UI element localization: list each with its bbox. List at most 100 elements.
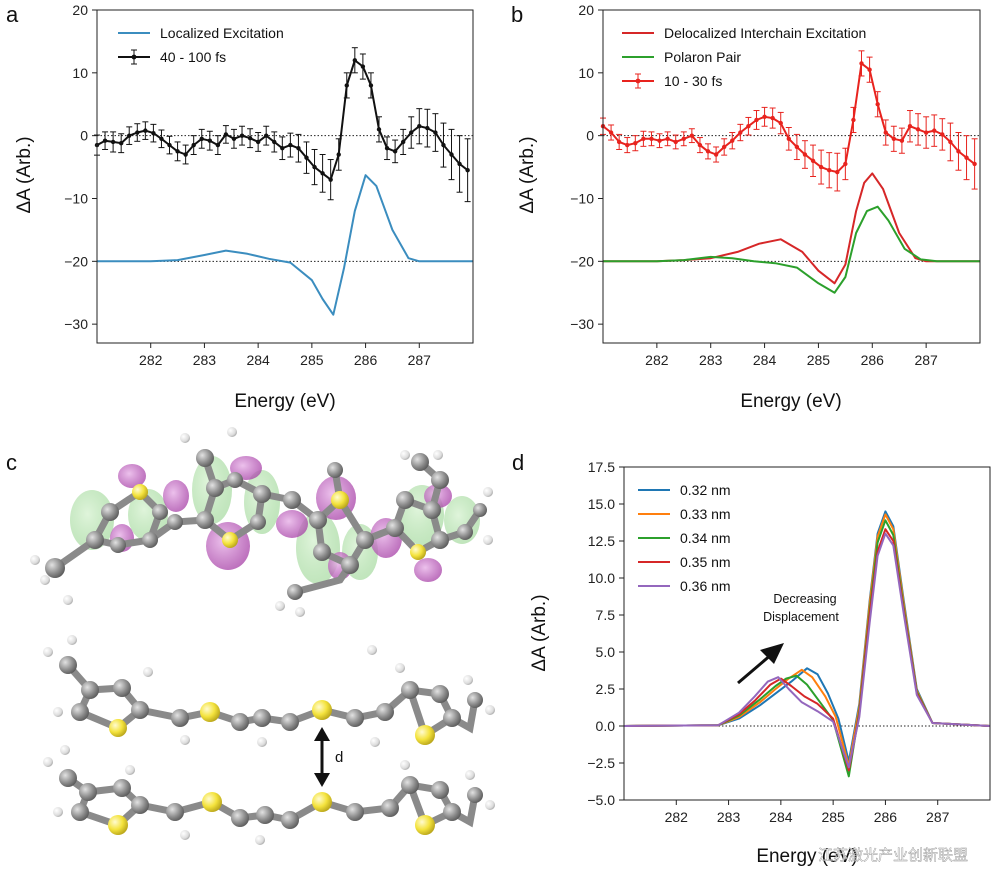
legend-marker — [635, 78, 641, 84]
sulfur-atom — [109, 719, 127, 737]
legend-label-polaron: Polaron Pair — [664, 49, 741, 65]
top-molecule-atoms — [30, 427, 493, 617]
y-tick-label: 10.0 — [588, 570, 615, 586]
data-point — [859, 61, 864, 66]
carbon-atom — [253, 485, 271, 503]
x-tick-label: 286 — [354, 352, 378, 368]
displacement-annotation: Decreasing Displacement — [737, 592, 839, 685]
chart-b-reference-lines — [603, 135, 980, 262]
data-point — [409, 130, 414, 135]
carbon-atom — [411, 453, 429, 471]
carbon-atom — [467, 692, 483, 708]
data-point — [417, 124, 422, 129]
data-point — [665, 136, 670, 142]
chart-d-ylabel: ΔA (Arb.) — [529, 594, 550, 671]
data-point — [368, 83, 374, 88]
data-point — [778, 120, 783, 126]
x-tick-label: 284 — [769, 809, 793, 825]
x-tick-label: 285 — [300, 352, 324, 368]
data-point — [641, 136, 646, 142]
data-point — [616, 139, 622, 145]
data-point — [376, 127, 382, 132]
carbon-atom — [101, 503, 119, 521]
data-point — [746, 124, 751, 129]
hydrogen-atom — [463, 675, 473, 685]
panel-label-a: a — [6, 2, 19, 27]
carbon-atom — [81, 681, 99, 699]
hydrogen-atom — [395, 663, 405, 673]
x-tick-label: 285 — [807, 352, 831, 368]
panel-label-c: c — [6, 450, 17, 475]
y-tick-label: 0.0 — [596, 718, 616, 734]
chart-b: 282 283 284 285 286 287 −30 −20 −10 0 10 20 Energy … — [517, 2, 981, 412]
sulfur-atom — [222, 532, 238, 548]
molecule-orbital-illustration — [30, 427, 493, 617]
legend-label-delocalized: Delocalized Interchain Excitation — [664, 25, 866, 41]
data-point — [923, 130, 929, 135]
carbon-atom — [443, 709, 461, 727]
data-point — [441, 142, 446, 148]
data-point — [127, 133, 132, 138]
hydrogen-atom — [63, 595, 73, 605]
carbon-atom — [327, 462, 343, 478]
data-point — [392, 149, 398, 154]
hydrogen-atom — [180, 830, 190, 840]
carbon-atom — [131, 701, 149, 719]
y-tick-label: 7.5 — [596, 607, 616, 623]
hydrogen-atom — [30, 555, 40, 565]
carbon-atom — [443, 803, 461, 821]
carbon-atom — [227, 472, 243, 488]
data-point — [449, 152, 454, 157]
carbon-atom — [196, 449, 214, 467]
sulfur-atom — [108, 815, 128, 835]
data-point — [956, 149, 961, 154]
carbon-atom — [45, 558, 65, 578]
hydrogen-atom — [227, 427, 237, 437]
watermark: 江苏激光产业创新联盟 — [818, 847, 968, 864]
series-line — [623, 513, 991, 767]
hydrogen-atom — [257, 737, 267, 747]
carbon-atom — [152, 504, 168, 520]
chart-a-ylabel: ΔA (Arb.) — [14, 136, 35, 213]
data-point — [754, 117, 759, 123]
carbon-atom — [166, 803, 184, 821]
chart-d-frame — [623, 466, 991, 801]
data-point — [738, 130, 743, 135]
y-tick-label: −20 — [64, 253, 88, 269]
data-point — [239, 133, 245, 138]
data-point — [215, 142, 221, 148]
sulfur-atom — [202, 792, 222, 812]
carbon-atom — [59, 769, 77, 787]
legend-label-034: 0.34 nm — [680, 530, 731, 546]
data-point — [183, 152, 188, 157]
hydrogen-atom — [43, 757, 53, 767]
legend-swatch-10-30fs — [622, 73, 654, 89]
carbon-atom — [283, 491, 301, 509]
carbon-atom — [142, 532, 158, 548]
series-line — [623, 532, 991, 769]
data-point — [167, 142, 172, 148]
series-line — [97, 174, 473, 316]
data-point — [810, 158, 816, 163]
carbon-atom — [457, 524, 473, 540]
carbon-atom — [71, 703, 89, 721]
carbon-atom — [309, 511, 327, 529]
carbon-atom — [401, 681, 419, 699]
data-point — [344, 83, 349, 88]
data-point — [272, 139, 277, 145]
data-point — [705, 149, 711, 154]
data-point — [932, 128, 937, 133]
sulfur-atom — [312, 700, 332, 720]
data-point — [151, 130, 156, 136]
legend-label-10-30fs: 10 - 30 fs — [664, 73, 722, 89]
legend-marker — [131, 54, 137, 60]
hydrogen-atom — [400, 450, 410, 460]
y-tick-label: −30 — [570, 316, 594, 332]
legend-swatch-40-100fs — [118, 49, 150, 65]
chart-b-xlabel: Energy (eV) — [740, 391, 841, 412]
hydrogen-atom — [67, 635, 77, 645]
data-point — [875, 102, 880, 107]
y-tick-label: −30 — [64, 316, 88, 332]
carbon-atom — [71, 803, 89, 821]
carbon-atom — [431, 531, 449, 549]
